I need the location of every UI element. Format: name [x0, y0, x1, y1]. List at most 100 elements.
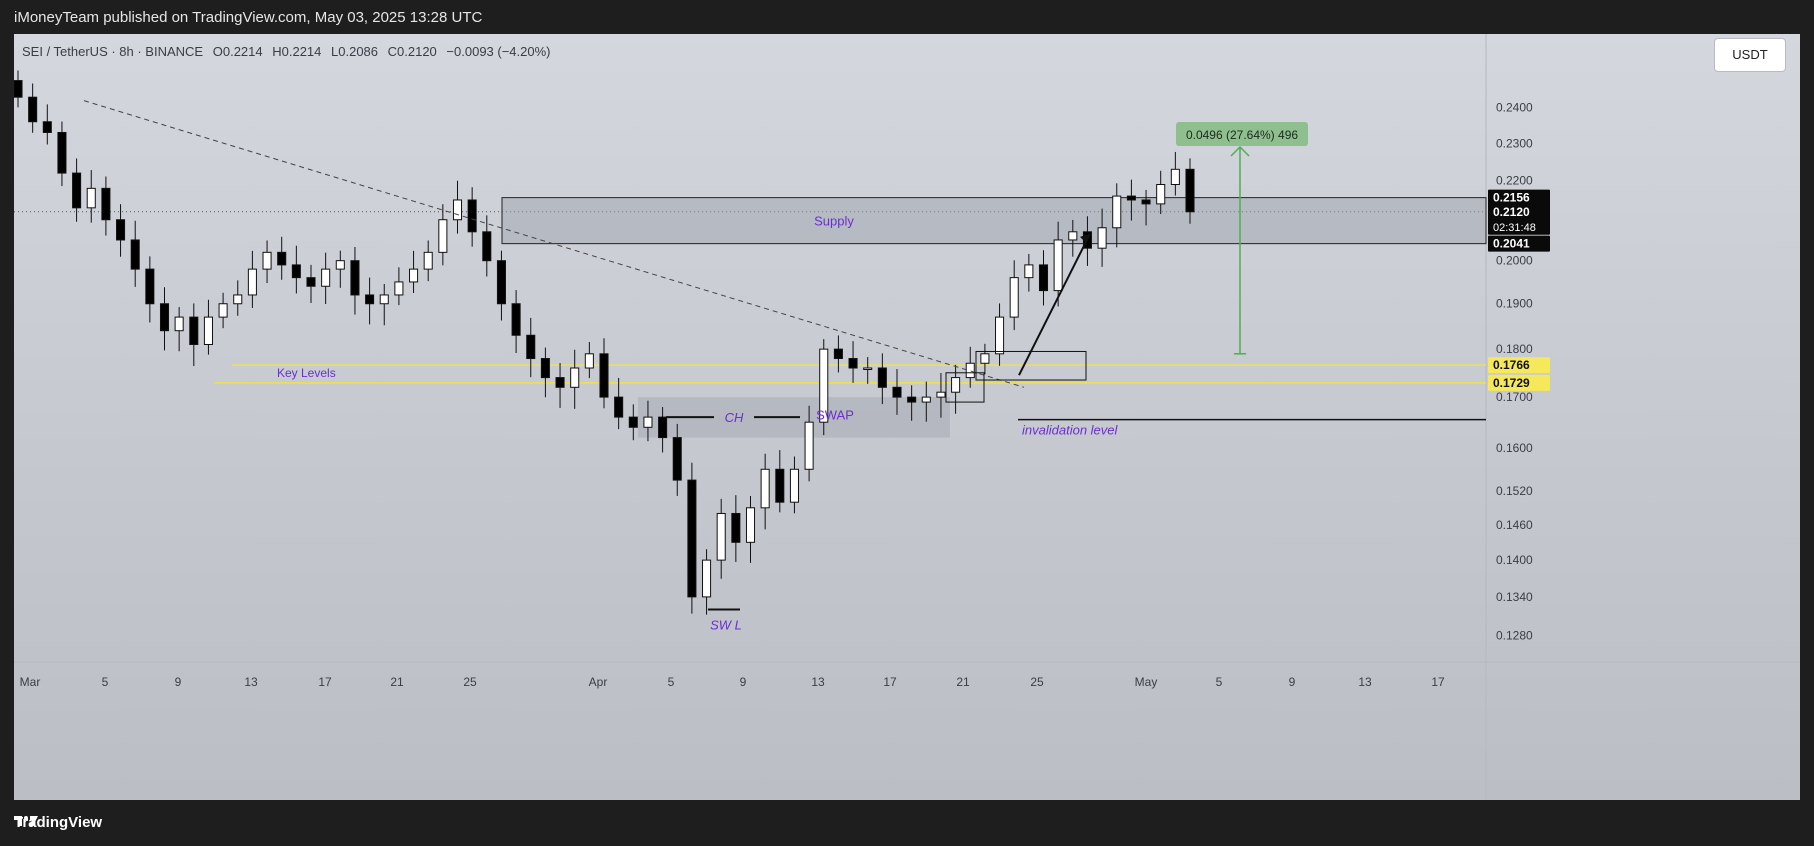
candle-up[interactable]	[1156, 183, 1166, 205]
candle-up[interactable]	[716, 512, 726, 561]
candle-down[interactable]	[526, 334, 536, 360]
candle-down[interactable]	[189, 316, 199, 345]
candle-down[interactable]	[350, 260, 360, 296]
candle-up[interactable]	[335, 260, 345, 270]
candle-down[interactable]	[291, 264, 301, 279]
candle-down[interactable]	[511, 303, 521, 336]
breakout-box-small[interactable]	[945, 372, 985, 403]
candle-up[interactable]	[643, 416, 653, 428]
dashed-trendline[interactable]	[83, 100, 1025, 388]
candle-up[interactable]	[174, 316, 184, 332]
candle-down[interactable]	[277, 251, 287, 266]
candle-down[interactable]	[555, 377, 565, 388]
candle-down[interactable]	[1126, 195, 1136, 201]
candle-down[interactable]	[614, 396, 624, 418]
candle-up[interactable]	[1009, 277, 1019, 318]
candle-up[interactable]	[379, 294, 389, 305]
tradingview-brand[interactable]: TradingView	[14, 814, 102, 831]
candle-down[interactable]	[599, 353, 609, 398]
candle-up[interactable]	[980, 353, 990, 364]
candle-down[interactable]	[57, 131, 67, 174]
candle-down[interactable]	[672, 437, 682, 481]
legend-symbol[interactable]: SEI / TetherUS · 8h · BINANCE	[22, 44, 204, 59]
candle-down[interactable]	[28, 96, 38, 123]
chart-area[interactable]: Supply Key Levels CH SWAP SW L invalidation …	[14, 34, 1800, 800]
candle-down[interactable]	[145, 268, 155, 305]
candle-up[interactable]	[995, 316, 1005, 355]
candle-down[interactable]	[482, 231, 492, 262]
candle-down[interactable]	[130, 239, 140, 270]
candle-up[interactable]	[921, 396, 931, 403]
candle-up[interactable]	[409, 268, 419, 283]
candle-down[interactable]	[159, 303, 170, 332]
chart-legend: SEI / TetherUS · 8h · BINANCE O0.2214 H0…	[22, 44, 557, 59]
candle-down[interactable]	[306, 277, 316, 287]
candle-down[interactable]	[14, 80, 23, 98]
candle-down[interactable]	[540, 358, 550, 379]
invalidation-label: invalidation level	[1022, 423, 1119, 438]
x-tick-label: 5	[1216, 675, 1223, 689]
candle-up[interactable]	[951, 377, 961, 393]
candle-up[interactable]	[863, 367, 873, 371]
candle-down[interactable]	[496, 260, 506, 305]
candle-down[interactable]	[1185, 168, 1195, 213]
candle-up[interactable]	[1097, 227, 1107, 249]
candle-down[interactable]	[467, 199, 477, 233]
candle-down[interactable]	[687, 479, 697, 598]
candle-down[interactable]	[1038, 264, 1049, 292]
candle-down[interactable]	[892, 386, 902, 398]
candle-up[interactable]	[394, 281, 404, 296]
candle-up[interactable]	[936, 391, 946, 398]
candle-up[interactable]	[1068, 231, 1078, 241]
x-tick-label: 25	[463, 675, 477, 689]
candle-up[interactable]	[702, 559, 712, 598]
candle-up[interactable]	[247, 268, 257, 296]
publish-header: iMoneyTeam published on TradingView.com,…	[0, 0, 1814, 34]
candle-up[interactable]	[745, 507, 756, 543]
candle-up[interactable]	[789, 468, 799, 503]
candle-down[interactable]	[658, 416, 668, 439]
candle-up[interactable]	[203, 316, 213, 345]
candle-up[interactable]	[262, 251, 272, 270]
candle-down[interactable]	[116, 219, 126, 241]
candle-down[interactable]	[877, 367, 887, 388]
candle-up[interactable]	[321, 268, 331, 287]
candle-down[interactable]	[775, 468, 785, 503]
candle-down[interactable]	[907, 396, 917, 403]
candle-up[interactable]	[1053, 239, 1063, 292]
candle-down[interactable]	[42, 121, 52, 133]
candle-up[interactable]	[452, 199, 463, 221]
candle-up[interactable]	[233, 294, 243, 305]
candle-up[interactable]	[760, 468, 770, 509]
currency-button[interactable]: USDT	[1714, 38, 1786, 72]
candlestick-chart[interactable]: Supply Key Levels CH SWAP SW L invalidation …	[14, 34, 1800, 800]
candle-up[interactable]	[218, 303, 228, 318]
key-levels-label: Key Levels	[277, 366, 336, 380]
candle-up[interactable]	[965, 362, 975, 379]
candle-up[interactable]	[1024, 264, 1034, 279]
candle-down[interactable]	[628, 416, 638, 428]
supply-zone[interactable]	[501, 197, 1487, 245]
trend-arrow-head-icon	[1080, 233, 1090, 243]
candle-up[interactable]	[584, 353, 594, 369]
candle-up[interactable]	[570, 367, 580, 388]
target-measure-box[interactable]	[1176, 122, 1308, 146]
candle-up[interactable]	[1112, 195, 1122, 229]
price-label-box	[1488, 189, 1550, 206]
candle-up[interactable]	[438, 219, 448, 253]
candle-up[interactable]	[1170, 168, 1180, 185]
candle-down[interactable]	[731, 512, 741, 543]
candle-up[interactable]	[819, 348, 829, 423]
candle-down[interactable]	[848, 358, 858, 369]
tradingview-logo-icon	[14, 816, 38, 826]
candle-down[interactable]	[365, 294, 375, 305]
publish-text: iMoneyTeam published on TradingView.com,…	[14, 9, 483, 26]
candle-down[interactable]	[101, 187, 111, 221]
candle-down[interactable]	[72, 172, 82, 209]
candle-up[interactable]	[423, 251, 433, 270]
candle-down[interactable]	[1141, 199, 1151, 205]
candle-up[interactable]	[86, 187, 96, 209]
legend-change: −0.0093 (−4.20%)	[446, 44, 551, 59]
candle-down[interactable]	[833, 348, 843, 360]
candle-up[interactable]	[804, 421, 814, 470]
